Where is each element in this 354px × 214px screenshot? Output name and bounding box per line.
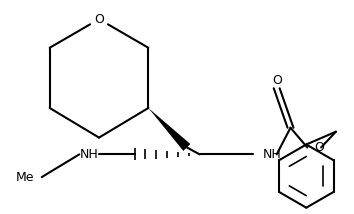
Text: NH: NH <box>263 148 282 161</box>
Text: NH: NH <box>80 148 98 161</box>
Text: O: O <box>94 13 104 26</box>
Polygon shape <box>148 108 190 151</box>
Text: O: O <box>314 141 324 154</box>
Text: O: O <box>272 74 282 87</box>
Text: Me: Me <box>15 171 34 184</box>
